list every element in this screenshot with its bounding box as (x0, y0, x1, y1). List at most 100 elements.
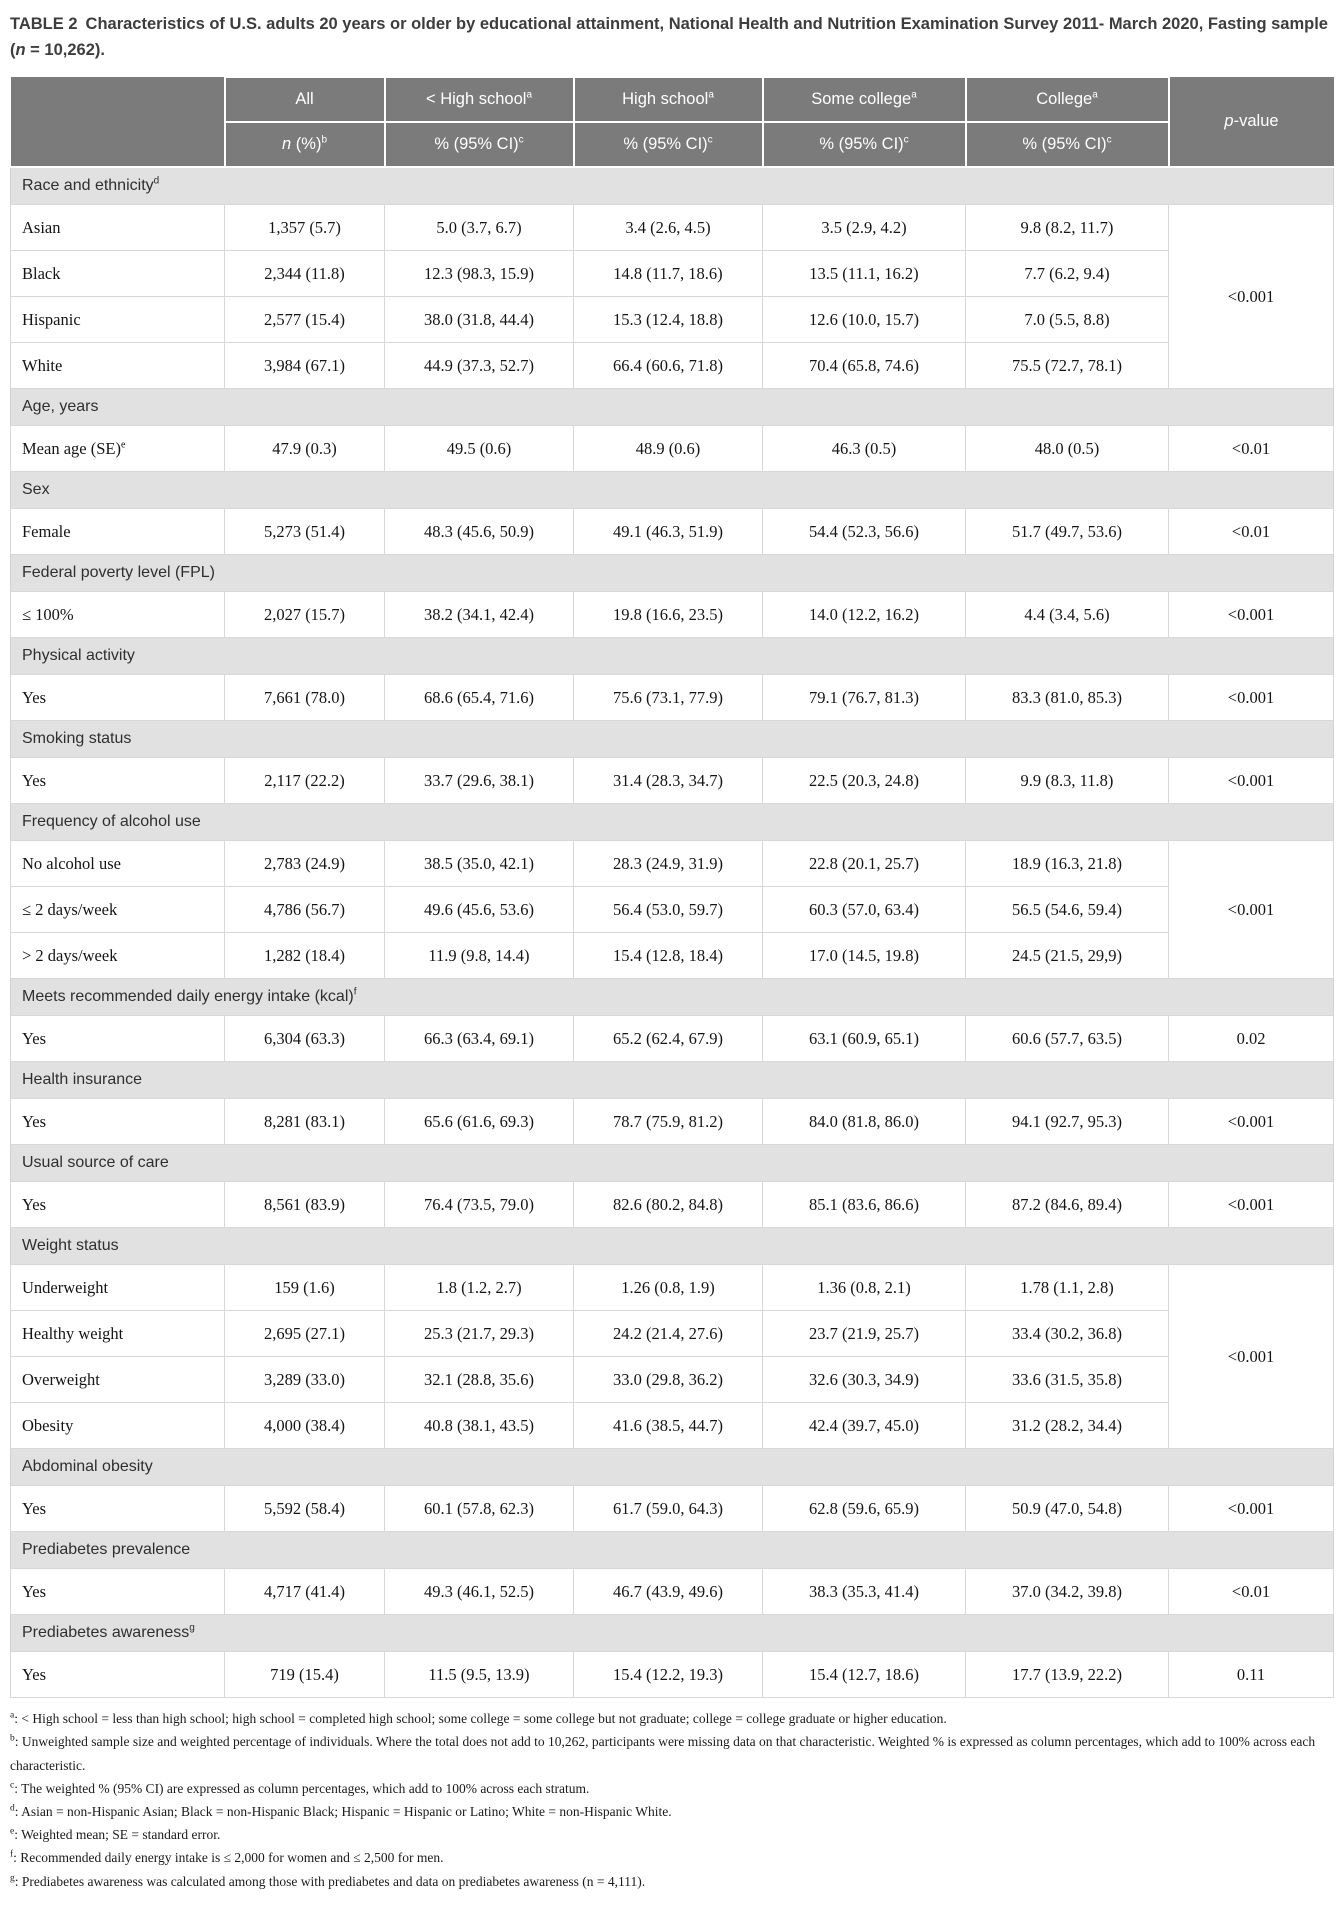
p-value-cell: <0.001 (1168, 1098, 1334, 1146)
data-cell: 60.1 (57.8, 62.3) (384, 1485, 574, 1533)
data-cell: 31.4 (28.3, 34.7) (573, 757, 763, 805)
p-value-cell: <0.001 (1168, 1485, 1334, 1533)
p-value-cell: <0.01 (1168, 508, 1334, 556)
data-cell: 56.5 (54.6, 59.4) (965, 886, 1169, 934)
data-cell: 2,695 (27.1) (224, 1310, 385, 1358)
data-cell: 94.1 (92.7, 95.3) (965, 1098, 1169, 1146)
row-label: Healthy weight (10, 1310, 225, 1358)
row-label: Underweight (10, 1264, 225, 1312)
title-italic-n: n (15, 40, 26, 59)
data-cell: 1.8 (1.2, 2.7) (384, 1264, 574, 1312)
data-cell: 11.9 (9.8, 14.4) (384, 932, 574, 980)
section-header: Meets recommended daily energy intake (k… (10, 978, 1334, 1017)
row-label: Yes (10, 1651, 225, 1699)
p-value-cell: <0.001 (1168, 840, 1334, 980)
data-cell: 66.4 (60.6, 71.8) (573, 342, 763, 390)
table-row: Hispanic 2,577 (15.4) 38.0 (31.8, 44.4) 15.… (10, 296, 1334, 344)
section-row: Weight status (10, 1227, 1334, 1266)
column-header-p-value: p-value (1167, 77, 1334, 169)
row-label: White (10, 342, 225, 390)
data-cell: 22.5 (20.3, 24.8) (762, 757, 966, 805)
table-row: Mean age (SE)e 47.9 (0.3) 49.5 (0.6) 48.9 (… (10, 425, 1334, 473)
data-cell: 61.7 (59.0, 64.3) (573, 1485, 763, 1533)
table-title: TABLE 2 Characteristics of U.S. adults 20… (10, 12, 1333, 63)
row-label: Female (10, 508, 225, 556)
table-row: Yes 5,592 (58.4) 60.1 (57.8, 62.3) 61.7 (59… (10, 1485, 1334, 1533)
data-cell: 63.1 (60.9, 65.1) (762, 1015, 966, 1063)
row-label: Yes (10, 1485, 225, 1533)
table-title-text: Characteristics of U.S. adults 20 years … (10, 15, 1328, 59)
data-cell: 49.5 (0.6) (384, 425, 574, 473)
data-cell: 4,786 (56.7) (224, 886, 385, 934)
data-cell: 32.1 (28.8, 35.6) (384, 1356, 574, 1404)
table-row: White 3,984 (67.1) 44.9 (37.3, 52.7) 66.4 (… (10, 342, 1334, 390)
section-header: Abdominal obesity (10, 1448, 1334, 1487)
data-cell: 49.1 (46.3, 51.9) (573, 508, 763, 556)
table-row: Overweight 3,289 (33.0) 32.1 (28.8, 35.6) 3… (10, 1356, 1334, 1404)
p-value-cell: <0.001 (1168, 1264, 1334, 1450)
data-cell: 12.6 (10.0, 15.7) (762, 296, 966, 344)
row-label: Yes (10, 1568, 225, 1616)
data-cell: 65.2 (62.4, 67.9) (573, 1015, 763, 1063)
data-cell: 14.8 (11.7, 18.6) (573, 250, 763, 298)
row-label: No alcohol use (10, 840, 225, 888)
column-header-all: All (223, 76, 386, 124)
data-cell: 60.3 (57.0, 63.4) (762, 886, 966, 934)
row-label: > 2 days/week (10, 932, 225, 980)
data-cell: 70.4 (65.8, 74.6) (762, 342, 966, 390)
table-header: All < High schoola High schoola Some col… (10, 76, 1334, 169)
data-cell: 38.5 (35.0, 42.1) (384, 840, 574, 888)
table-row: Yes 8,281 (83.1) 65.6 (61.6, 69.3) 78.7 (75… (10, 1098, 1334, 1146)
footnotes: a: < High school = less than high school… (10, 1707, 1333, 1893)
table-row: Yes 719 (15.4) 11.5 (9.5, 13.9) 15.4 (12.2,… (10, 1651, 1334, 1699)
corner-header-cell (10, 77, 226, 169)
column-header-some-college: Some collegea (761, 76, 967, 124)
row-label: Black (10, 250, 225, 298)
data-cell: 48.9 (0.6) (573, 425, 763, 473)
data-cell: 42.4 (39.7, 45.0) (762, 1402, 966, 1450)
data-cell: 23.7 (21.9, 25.7) (762, 1310, 966, 1358)
section-row: Prediabetes prevalence (10, 1531, 1334, 1570)
data-cell: 719 (15.4) (224, 1651, 385, 1699)
data-cell: 4.4 (3.4, 5.6) (965, 591, 1169, 639)
table-row: Yes 4,717 (41.4) 49.3 (46.1, 52.5) 46.7 (43… (10, 1568, 1334, 1616)
table-body: Race and ethnicityd Asian 1,357 (5.7) 5.0 (… (10, 166, 1334, 1699)
data-cell: 76.4 (73.5, 79.0) (384, 1181, 574, 1229)
data-cell: 38.2 (34.1, 42.4) (384, 591, 574, 639)
data-cell: 4,717 (41.4) (224, 1568, 385, 1616)
data-cell: 17.7 (13.9, 22.2) (965, 1651, 1169, 1699)
section-row: Prediabetes awarenessg (10, 1614, 1334, 1653)
data-cell: 32.6 (30.3, 34.9) (762, 1356, 966, 1404)
data-cell: 24.5 (21.5, 29,9) (965, 932, 1169, 980)
data-cell: 75.6 (73.1, 77.9) (573, 674, 763, 722)
subheader-pct-ci-1: % (95% CI)c (383, 121, 575, 169)
table-number: TABLE 2 (10, 15, 78, 33)
data-cell: 13.5 (11.1, 16.2) (762, 250, 966, 298)
data-cell: 83.3 (81.0, 85.3) (965, 674, 1169, 722)
data-cell: 4,000 (38.4) (224, 1402, 385, 1450)
table-row: Underweight 159 (1.6) 1.8 (1.2, 2.7) 1.26 (… (10, 1264, 1334, 1450)
data-cell: 40.8 (38.1, 43.5) (384, 1402, 574, 1450)
table-row: ≤ 100% 2,027 (15.7) 38.2 (34.1, 42.4) 19.8 … (10, 591, 1334, 639)
subheader-pct-ci-2: % (95% CI)c (572, 121, 764, 169)
data-cell: 87.2 (84.6, 89.4) (965, 1181, 1169, 1229)
footnote: e: Weighted mean; SE = standard error. (10, 1826, 221, 1843)
data-cell: 62.8 (59.6, 65.9) (762, 1485, 966, 1533)
data-cell: 22.8 (20.1, 25.7) (762, 840, 966, 888)
data-cell: 1.36 (0.8, 2.1) (762, 1264, 966, 1312)
column-header-college: Collegea (964, 76, 1170, 124)
data-cell: 44.9 (37.3, 52.7) (384, 342, 574, 390)
data-cell: 49.3 (46.1, 52.5) (384, 1568, 574, 1616)
data-cell: 33.0 (29.8, 36.2) (573, 1356, 763, 1404)
footnote: g: Prediabetes awareness was calculated … (10, 1873, 646, 1889)
data-cell: 1.78 (1.1, 2.8) (965, 1264, 1169, 1312)
p-value-cell: <0.001 (1168, 757, 1334, 805)
characteristics-table: All < High schoola High schoola Some col… (10, 76, 1334, 1699)
data-cell: 159 (1.6) (224, 1264, 385, 1312)
data-cell: 7.7 (6.2, 9.4) (965, 250, 1169, 298)
footnote: b: Unweighted sample size and weighted p… (10, 1733, 1316, 1773)
section-header: Sex (10, 471, 1334, 510)
p-value-cell: <0.001 (1168, 1181, 1334, 1229)
data-cell: 15.4 (12.8, 18.4) (573, 932, 763, 980)
